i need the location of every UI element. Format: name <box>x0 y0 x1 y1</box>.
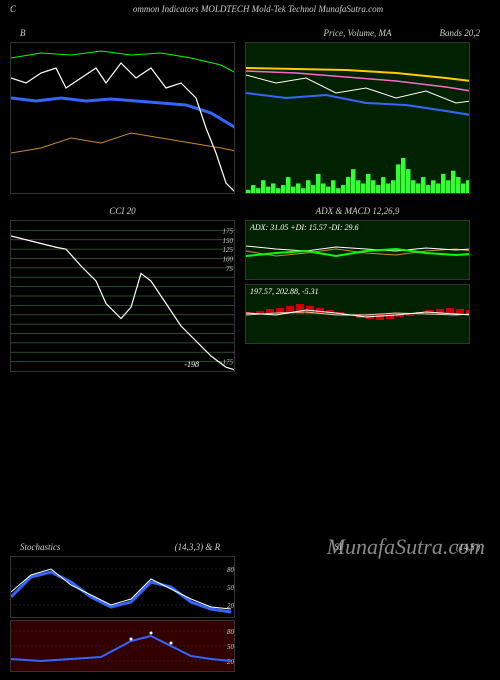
svg-text:20: 20 <box>227 658 235 666</box>
svg-text:80: 80 <box>227 628 235 636</box>
stoch-right-label: (14,5 ) <box>456 542 480 552</box>
stoch-mid-label: (14,3,3) & R <box>175 542 221 552</box>
stochastics-section: Stochastics (14,3,3) & R SI (14,5 ) 80 50… <box>10 542 490 672</box>
stoch-bottom-svg: 80 50 20 <box>11 621 235 671</box>
panel2-title: Price, Volume, MA <box>245 26 470 42</box>
panel-cci: CCI 20 175 150125 10075 -175 -198 <box>10 204 235 372</box>
stoch-top-svg: 805020 <box>11 557 235 617</box>
chart2-box <box>245 42 470 194</box>
panel3-title: CCI 20 <box>10 204 235 220</box>
svg-text:125: 125 <box>223 246 234 254</box>
cci-value: -198 <box>184 360 199 369</box>
chart4-adx-box: ADX: 31.05 +DI: 15.57 -DI: 29.6 <box>245 220 470 280</box>
svg-text:50: 50 <box>227 643 235 651</box>
panel-adx-macd: ADX & MACD 12,26,9 ADX: 31.05 +DI: 15.57… <box>245 204 470 372</box>
chart3-box: 175 150125 10075 -175 -198 <box>10 220 235 372</box>
svg-text:50: 50 <box>227 584 235 592</box>
svg-text:75: 75 <box>226 265 234 273</box>
svg-text:100: 100 <box>223 256 234 264</box>
panel-price-volume: Price, Volume, MA <box>245 26 470 194</box>
panel1-title: B <box>10 26 235 42</box>
svg-text:175: 175 <box>223 227 234 235</box>
adx-text: ADX: 31.05 +DI: 15.57 -DI: 29.6 <box>250 223 359 232</box>
header-left: C <box>10 4 16 14</box>
svg-text:80: 80 <box>227 566 235 574</box>
stoch-header: Stochastics (14,3,3) & R SI (14,5 ) <box>10 542 490 556</box>
svg-text:-175: -175 <box>220 359 233 367</box>
chart2-svg <box>246 43 470 193</box>
stoch-si-label: SI <box>334 542 342 552</box>
macd-text: 197.57, 202.88, -5.31 <box>250 287 319 296</box>
stoch-bottom-box: 80 50 20 <box>10 620 235 672</box>
stoch-top-box: 805020 <box>10 556 235 618</box>
page-header: C ommon Indicators MOLDTECH Mold-Tek Tec… <box>0 0 500 18</box>
header-main: ommon Indicators MOLDTECH Mold-Tek Techn… <box>133 4 383 14</box>
svg-text:150: 150 <box>223 237 234 245</box>
chart4-macd-box: 197.57, 202.88, -5.31 <box>245 284 470 344</box>
stoch-left-label: Stochastics <box>20 542 61 552</box>
panel4-title: ADX & MACD 12,26,9 <box>245 204 470 220</box>
chart1-box <box>10 42 235 194</box>
chart1-svg <box>11 43 235 193</box>
panel-bollinger: B <box>10 26 235 194</box>
chart3-svg: 175 150125 10075 -175 <box>11 221 235 371</box>
